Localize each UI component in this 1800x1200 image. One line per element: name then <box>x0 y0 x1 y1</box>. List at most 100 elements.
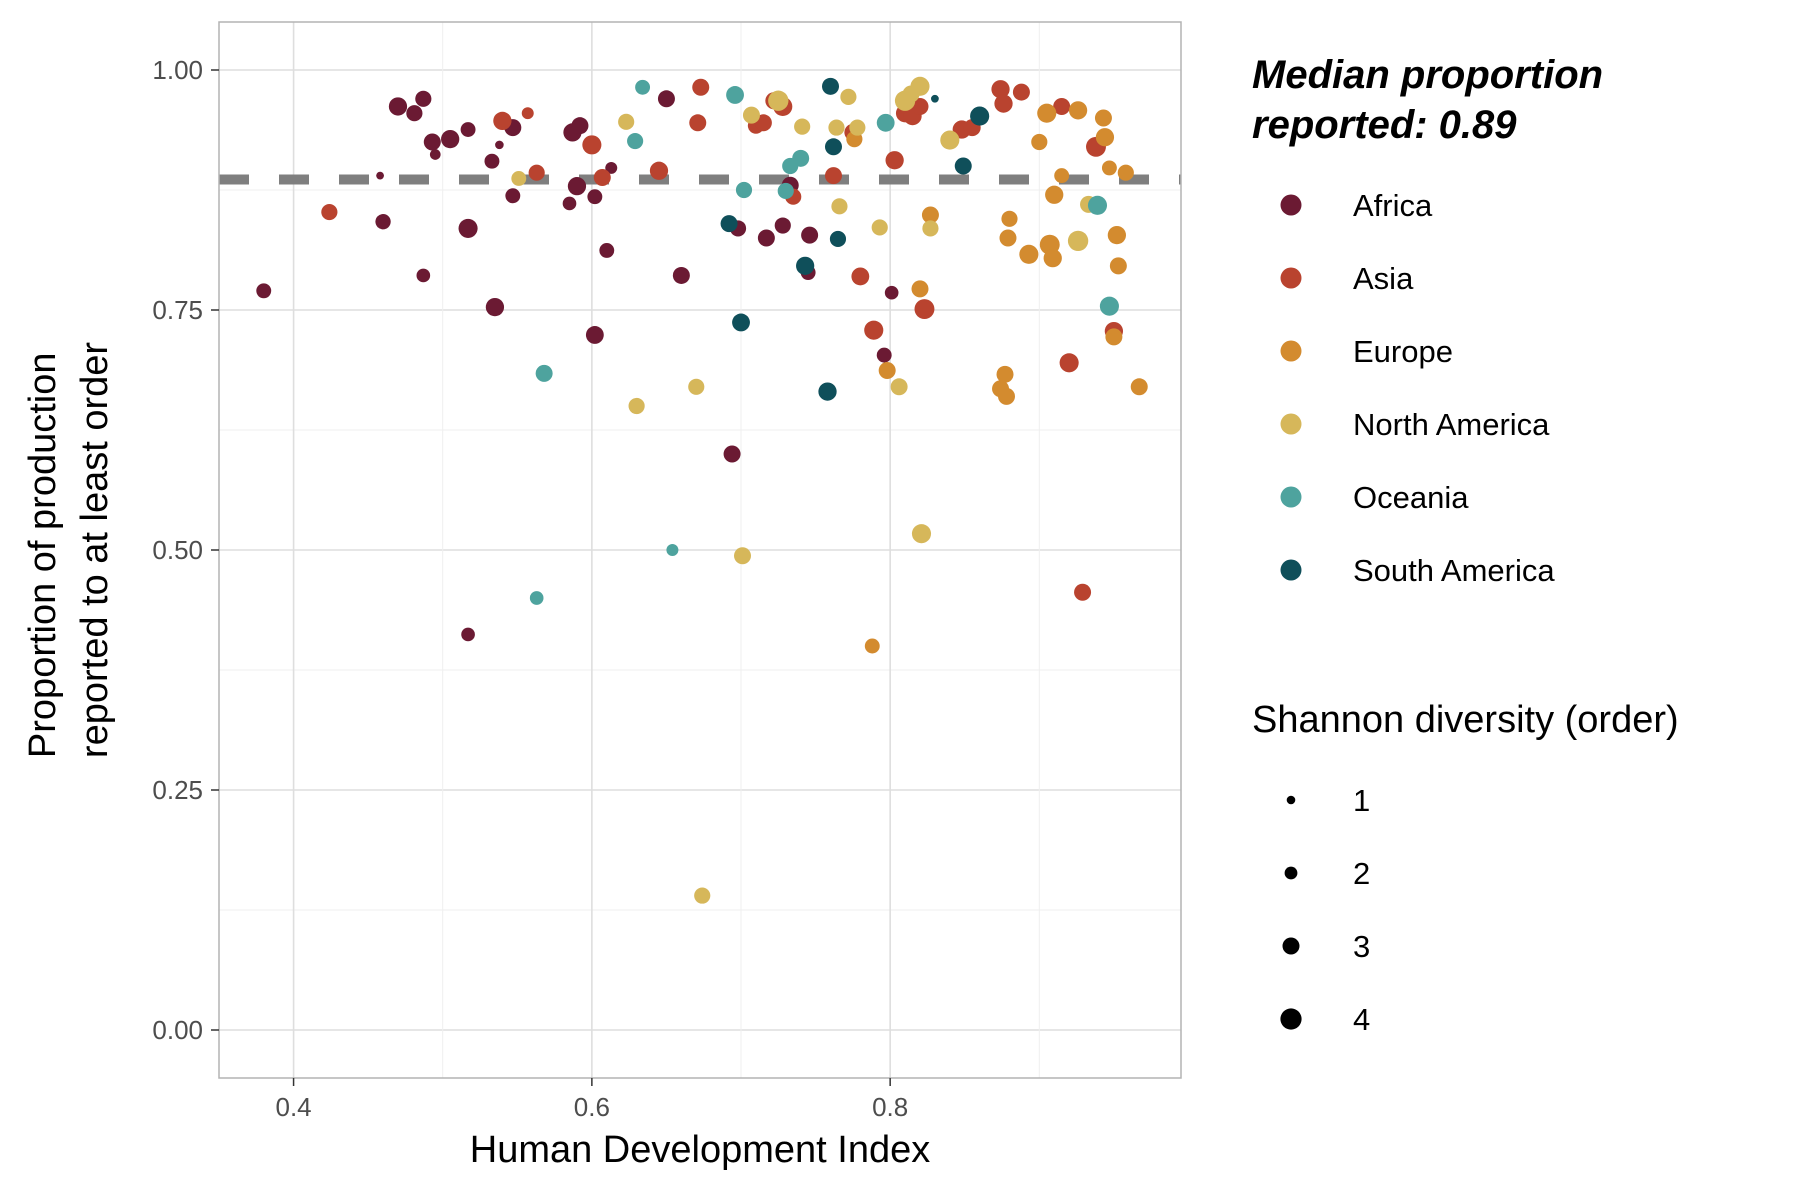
data-point <box>876 347 892 363</box>
data-point <box>954 157 972 175</box>
data-point <box>735 181 753 199</box>
x-axis-title: Human Development Index <box>470 1129 930 1171</box>
data-point <box>628 397 645 415</box>
legend-size-label: 1 <box>1353 783 1370 818</box>
data-point <box>1068 101 1088 120</box>
data-point <box>1037 103 1057 123</box>
data-point <box>864 320 884 340</box>
data-point <box>1067 230 1089 252</box>
data-point <box>599 243 615 258</box>
y-axis-ticks: 0.00 0.25 0.50 0.75 1.00 <box>152 55 219 1045</box>
legend-median-title-line-1: Median proportion <box>1252 53 1603 97</box>
data-point <box>460 122 476 137</box>
data-point <box>818 382 837 401</box>
legend-color-key <box>1280 486 1302 508</box>
data-point <box>1074 583 1092 601</box>
scatter-points <box>256 76 1148 904</box>
data-point <box>529 591 544 605</box>
data-point <box>851 267 870 286</box>
data-point <box>375 214 391 230</box>
data-point <box>824 167 842 185</box>
data-point <box>605 161 618 174</box>
data-point <box>742 106 760 124</box>
data-point <box>878 361 896 379</box>
data-point <box>994 94 1013 113</box>
legend-size-label: 2 <box>1353 856 1370 891</box>
data-point <box>694 887 711 904</box>
data-point <box>885 151 904 170</box>
data-point <box>562 196 577 211</box>
legend-color-label: Asia <box>1353 261 1414 296</box>
data-point <box>774 217 791 234</box>
data-point <box>429 149 441 160</box>
data-point <box>996 365 1014 383</box>
x-tick-label: 0.4 <box>275 1092 311 1122</box>
data-point <box>1043 249 1062 268</box>
data-point <box>256 283 272 299</box>
data-point <box>1101 160 1117 176</box>
data-point <box>535 364 553 382</box>
data-point <box>796 256 815 275</box>
legend-color-key <box>1280 340 1302 362</box>
data-point <box>828 119 845 136</box>
data-point <box>824 138 842 156</box>
data-point <box>505 188 521 204</box>
y-tick-label: 1.00 <box>152 55 203 85</box>
data-point <box>890 378 908 396</box>
data-point <box>1117 164 1134 181</box>
data-point <box>849 119 866 136</box>
x-axis-ticks: 0.4 0.6 0.8 <box>275 1078 908 1122</box>
data-point <box>511 171 527 186</box>
data-point <box>1031 133 1048 151</box>
data-point <box>757 229 775 247</box>
data-point <box>1094 109 1112 127</box>
data-point <box>940 130 960 150</box>
grid-lines <box>219 22 1181 1078</box>
data-point <box>493 111 512 131</box>
legend-color-label: South America <box>1353 553 1555 588</box>
data-point <box>1107 225 1126 245</box>
data-point <box>587 189 603 205</box>
legend-color-label: Europe <box>1353 334 1453 369</box>
data-point <box>461 627 475 642</box>
y-axis-title: Proportion of production reported to at … <box>22 342 116 758</box>
data-point <box>911 280 929 298</box>
data-point <box>618 113 635 130</box>
data-point <box>921 206 939 224</box>
color-legend: Africa Asia Europe North America Oceania Sout… <box>1280 188 1555 588</box>
data-point <box>864 638 880 654</box>
data-point <box>485 297 505 317</box>
data-point <box>914 299 935 320</box>
data-point <box>484 153 500 169</box>
data-point <box>910 76 930 96</box>
data-point <box>884 285 899 300</box>
data-point <box>829 230 847 248</box>
data-point <box>692 78 710 96</box>
data-point <box>999 229 1017 247</box>
data-point <box>792 149 810 167</box>
data-point <box>688 378 705 395</box>
data-point <box>321 204 338 221</box>
data-point <box>801 226 819 244</box>
data-point <box>406 105 423 122</box>
data-point <box>585 326 604 344</box>
data-point <box>657 90 675 108</box>
data-point <box>635 79 651 95</box>
data-point <box>1095 128 1115 147</box>
legend-size-label: 4 <box>1353 1002 1370 1037</box>
data-point <box>571 117 589 135</box>
data-point <box>970 106 990 126</box>
data-point <box>997 387 1015 405</box>
legend-color-label: Africa <box>1353 188 1433 223</box>
y-axis-title-line-2: reported to at least order <box>74 342 116 758</box>
size-legend-title: Shannon diversity (order) <box>1252 699 1679 741</box>
legend-color-key <box>1280 413 1302 435</box>
x-tick-label: 0.8 <box>872 1092 908 1122</box>
data-point <box>768 90 789 111</box>
data-point <box>495 140 504 150</box>
data-point <box>1019 244 1039 264</box>
data-point <box>1045 185 1064 204</box>
x-tick-label: 0.6 <box>574 1092 610 1122</box>
data-point <box>415 90 432 107</box>
